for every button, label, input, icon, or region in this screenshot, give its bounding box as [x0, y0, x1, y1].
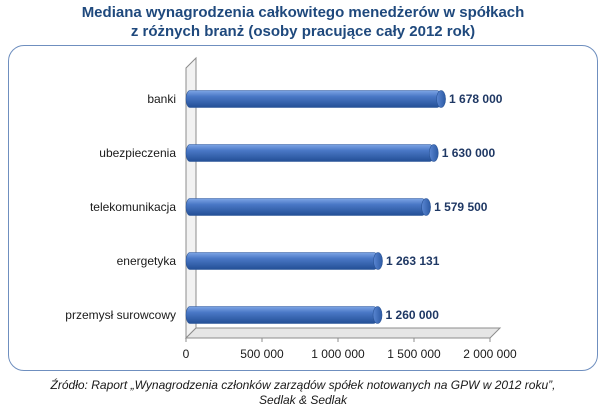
source-line-2: Sedlak & Sedlak — [258, 393, 348, 407]
chart-frame — [8, 45, 598, 371]
bar-end-cap — [436, 90, 446, 108]
bar — [185, 306, 378, 324]
category-label: banki — [147, 92, 176, 106]
chart-title: Mediana wynagrodzenia całkowitego menedż… — [0, 3, 606, 41]
data-label: 1 263 131 — [386, 254, 440, 268]
x-tick-label: 500 000 — [240, 347, 284, 361]
category-label: przemysł surowcowy — [65, 308, 176, 322]
category-label: telekomunikacja — [90, 200, 176, 214]
bar-end-cap — [372, 306, 383, 324]
bar-end-cap — [428, 144, 439, 162]
data-label: 1 678 000 — [449, 92, 503, 106]
x-axis-floor — [184, 327, 502, 339]
x-tick-label: 1 000 000 — [311, 347, 365, 361]
x-tick-label: 0 — [183, 347, 190, 361]
data-label: 1 630 000 — [442, 146, 496, 160]
chart-title-line-2: z różnych branż (osoby pracujące cały 20… — [130, 23, 476, 40]
x-tick-label: 2 000 000 — [463, 347, 517, 361]
source-note: Źródło: Raport „Wynagrodzenia członków z… — [0, 378, 606, 408]
bar — [185, 90, 442, 108]
bar — [185, 198, 427, 216]
category-label: energetyka — [117, 254, 177, 268]
chart-title-line-1: Mediana wynagrodzenia całkowitego menedż… — [81, 4, 525, 21]
data-label: 1 260 000 — [386, 308, 440, 322]
category-label: ubezpieczenia — [99, 146, 176, 160]
bar — [185, 144, 435, 162]
bar — [185, 252, 379, 270]
x-tick-label: 1 500 000 — [387, 347, 441, 361]
source-line-1: Źródło: Raport „Wynagrodzenia członków z… — [50, 378, 556, 392]
bar-end-cap — [373, 252, 383, 270]
data-label: 1 579 500 — [434, 200, 488, 214]
bar-end-cap — [421, 198, 431, 216]
